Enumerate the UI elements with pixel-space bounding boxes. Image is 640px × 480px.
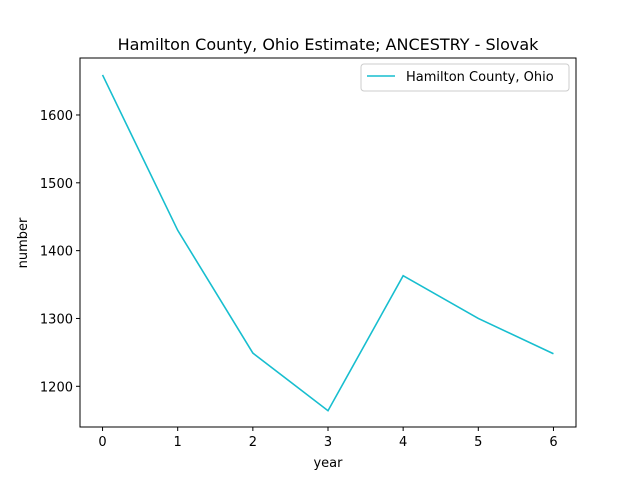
y-tick-label: 1300 [40, 312, 73, 327]
y-tick-label: 1400 [40, 245, 73, 260]
y-tick-label: 1600 [40, 109, 73, 124]
chart-title: Hamilton County, Ohio Estimate; ANCESTRY… [118, 35, 540, 54]
plot-frame [79, 57, 577, 428]
x-tick-label: 4 [399, 435, 407, 450]
x-tick-label: 2 [249, 435, 257, 450]
x-tick-label: 1 [174, 435, 182, 450]
x-axis-label: year [313, 456, 343, 471]
legend-label: Hamilton County, Ohio [406, 70, 554, 85]
legend-box [360, 63, 570, 92]
x-tick-label: 0 [98, 435, 106, 450]
y-axis: 1200 1300 1400 1500 1600 [40, 109, 80, 395]
series-layer [101, 74, 554, 412]
y-tick-label: 1500 [40, 177, 73, 192]
x-tick-label: 6 [549, 435, 557, 450]
y-axis-label: number [16, 217, 31, 268]
legend: Hamilton County, Ohio [360, 63, 570, 92]
x-axis: 0 1 2 3 4 5 6 [98, 427, 558, 450]
y-tick-label: 1200 [40, 380, 73, 395]
x-tick-label: 5 [474, 435, 482, 450]
x-tick-label: 3 [324, 435, 332, 450]
plot-area [80, 58, 576, 427]
